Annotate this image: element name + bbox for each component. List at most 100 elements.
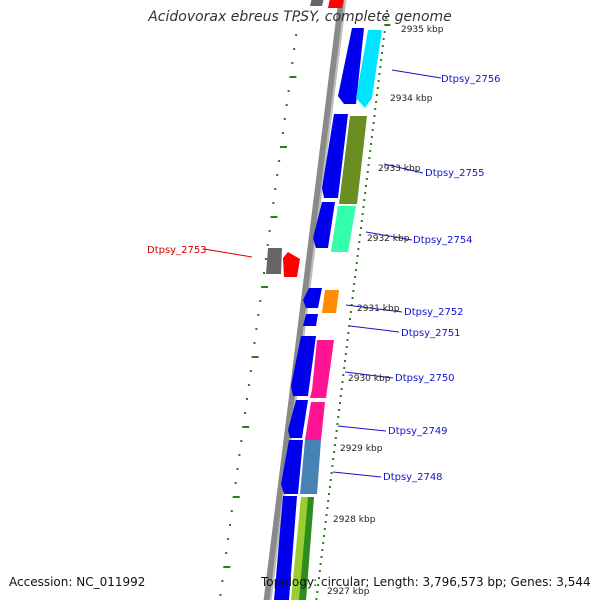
- scale-tick: [366, 171, 369, 173]
- scale-tick: [318, 570, 321, 572]
- scale-tick: [328, 486, 331, 488]
- scale-tick: [354, 269, 357, 271]
- scale-tick: [365, 185, 367, 187]
- outer-ring-dot: [219, 594, 222, 596]
- blue-gene[interactable]: [338, 28, 364, 104]
- blue-gene[interactable]: [291, 336, 316, 396]
- scale-tick: [330, 472, 333, 474]
- outer-ring-dot: [278, 160, 281, 162]
- scale-tick: [337, 416, 340, 418]
- outer-ring-dot: [297, 20, 299, 22]
- scale-label: 2928 kbp: [333, 515, 376, 525]
- scale-tick: [334, 437, 337, 439]
- scale-tick: [329, 479, 332, 481]
- outer-ring-dot: [293, 48, 296, 50]
- blue-gene[interactable]: [313, 202, 335, 248]
- callout-line-2753: [203, 248, 253, 258]
- scale-tick: [358, 241, 361, 243]
- outer-ring-dot: [281, 132, 284, 134]
- scale-tick: [351, 297, 354, 299]
- outer-ring-dot: [249, 370, 252, 372]
- scale-tick: [328, 493, 330, 495]
- scale-tick: [374, 108, 377, 110]
- scale-label: 2929 kbp: [340, 444, 383, 454]
- gene-label-dtpsy-2754[interactable]: Dtpsy_2754: [413, 235, 473, 246]
- gene-dtpsy-2756[interactable]: [356, 30, 382, 108]
- blue-gene[interactable]: [281, 440, 303, 494]
- gene-label-dtpsy-2748[interactable]: Dtpsy_2748: [383, 472, 443, 483]
- scale-tick: [333, 444, 336, 446]
- scale-tick: [316, 591, 319, 593]
- gene-dtpsy-2753[interactable]: [283, 252, 300, 277]
- scale-tick: [386, 10, 388, 12]
- gene-dtpsy-2748[interactable]: [300, 440, 321, 494]
- outer-ring-dot: [221, 580, 224, 582]
- scale-tick: [359, 234, 362, 236]
- scale-tick: [349, 311, 352, 313]
- scale-label: 2931 kbp: [357, 304, 400, 314]
- blue-gene[interactable]: [322, 114, 348, 198]
- outer-ring-dot: [283, 118, 286, 120]
- gene-dtpsy-2754[interactable]: [331, 206, 356, 252]
- scale-tick: [339, 395, 342, 397]
- outer-ring-dot: [240, 440, 243, 442]
- gene-label-dtpsy-2751[interactable]: Dtpsy_2751: [401, 328, 461, 339]
- outer-ring-dot: [257, 314, 260, 316]
- outer-ring-dot: [247, 384, 250, 386]
- outer-ring-dot: [238, 454, 241, 456]
- scale-tick: [356, 255, 359, 257]
- outer-ring-dot: [291, 62, 294, 64]
- gene-label-dtpsy-2750[interactable]: Dtpsy_2750: [395, 373, 455, 384]
- scale-label: 2927 kbp: [327, 587, 370, 597]
- scale-tick: [322, 542, 325, 544]
- gene-label-dtpsy-2752[interactable]: Dtpsy_2752: [404, 307, 464, 318]
- scale-tick: [318, 577, 320, 579]
- scale-tick: [327, 500, 330, 502]
- gene-top-grey: [310, 0, 324, 6]
- scale-tick: [344, 353, 347, 355]
- outer-ring-dot: [223, 566, 231, 568]
- scale-label: 2934 kbp: [390, 94, 433, 104]
- scale-tick: [348, 325, 351, 327]
- scale-tick: [360, 220, 363, 222]
- scale-tick: [357, 248, 360, 250]
- scale-label: 2930 kbp: [348, 374, 391, 384]
- gene-dtpsy-2752[interactable]: [322, 290, 339, 313]
- gene-dtpsy-2749[interactable]: [305, 402, 325, 440]
- blue-gene[interactable]: [303, 314, 318, 326]
- scale-tick: [373, 115, 376, 117]
- scale-tick: [315, 598, 318, 600]
- gene-label-dtpsy-2753[interactable]: Dtpsy_2753: [147, 245, 207, 256]
- blue-gene[interactable]: [303, 288, 322, 308]
- scale-tick: [375, 101, 378, 103]
- blue-gene[interactable]: [274, 496, 297, 600]
- scale-tick: [352, 290, 355, 292]
- outer-ring-dot: [268, 230, 271, 232]
- outer-ring-dot: [287, 90, 290, 92]
- blue-gene[interactable]: [288, 400, 308, 438]
- scale-tick: [339, 402, 341, 404]
- gene-label-dtpsy-2749[interactable]: Dtpsy_2749: [388, 426, 448, 437]
- scale-tick: [349, 318, 351, 320]
- gene-dtpsy-2750[interactable]: [310, 340, 334, 398]
- scale-tick: [343, 367, 346, 369]
- gene-dtpsy-2755[interactable]: [339, 116, 367, 204]
- scale-tick: [332, 458, 335, 460]
- scale-tick: [355, 262, 358, 264]
- gene-label-dtpsy-2756[interactable]: Dtpsy_2756: [441, 74, 501, 85]
- scale-tick: [335, 430, 338, 432]
- gene-label-dtpsy-2755[interactable]: Dtpsy_2755: [425, 168, 485, 179]
- scale-tick: [361, 213, 364, 215]
- scale-tick: [336, 423, 339, 425]
- scale-tick: [368, 157, 371, 159]
- scale-tick: [353, 283, 356, 285]
- gene-top-red: [328, 0, 344, 8]
- scale-tick: [375, 94, 378, 96]
- map-title: Acidovorax ebreus TPSY, complete genome: [148, 9, 452, 25]
- outer-ring-dot: [274, 188, 277, 190]
- scale-tick: [365, 178, 368, 180]
- outer-ring-dot: [289, 76, 297, 78]
- scale-tick: [378, 73, 381, 75]
- scale-tick: [325, 514, 328, 516]
- scale-tick: [367, 164, 370, 166]
